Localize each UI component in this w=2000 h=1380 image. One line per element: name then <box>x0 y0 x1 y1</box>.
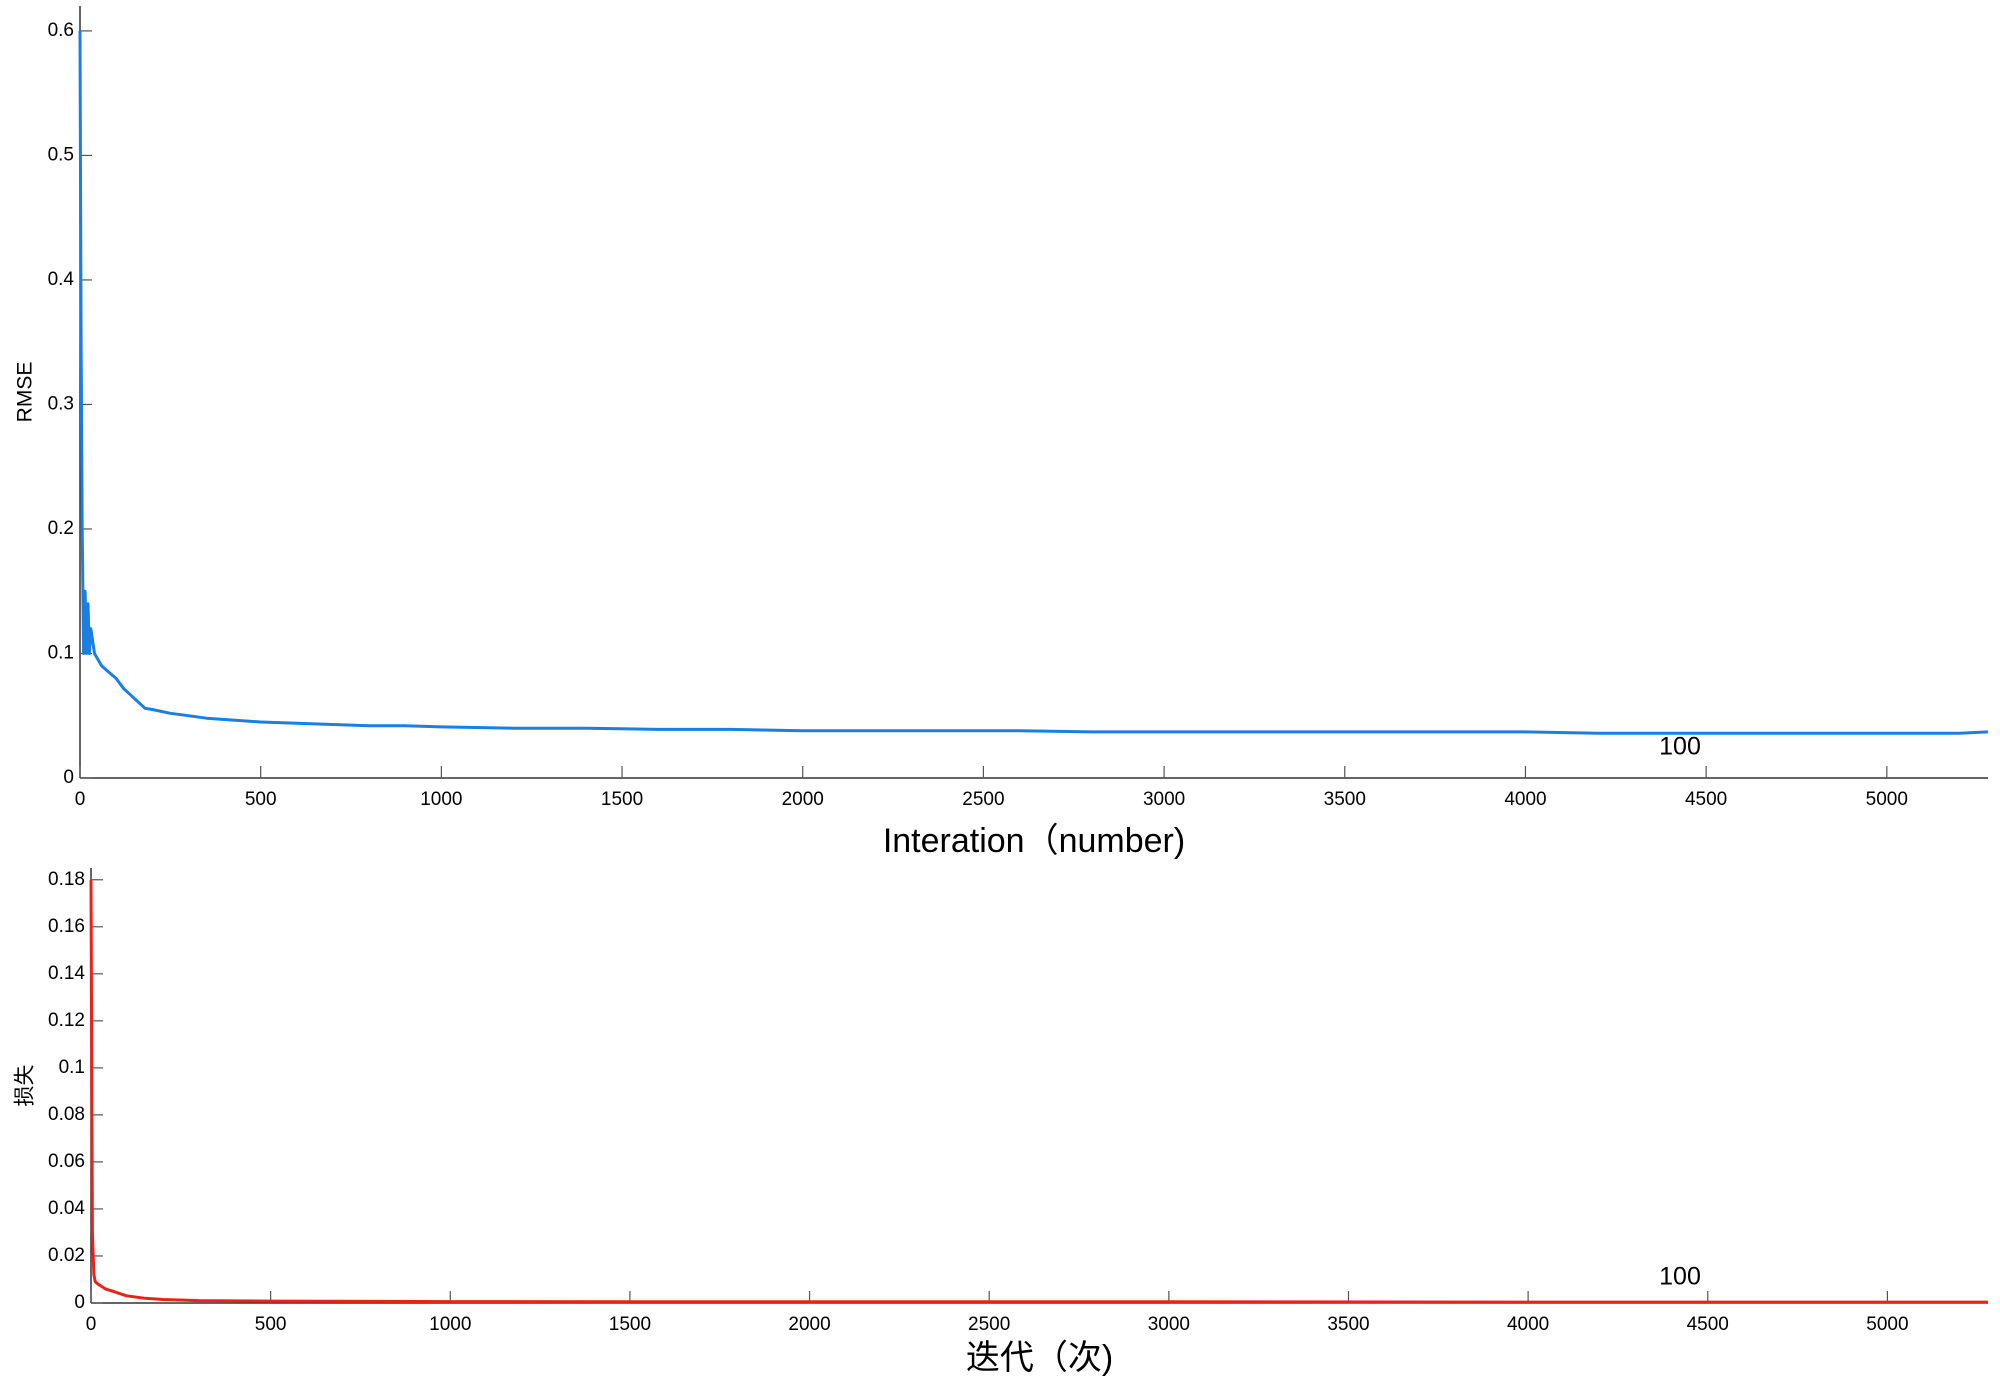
annotation: 100 <box>1659 1263 1701 1291</box>
x-tick-label: 1500 <box>601 789 643 810</box>
x-tick-label: 4000 <box>1504 789 1546 810</box>
data-line <box>89 879 1988 1304</box>
y-tick-label: 0.16 <box>48 916 85 937</box>
y-axis-title: 损失 <box>14 1065 37 1107</box>
y-tick-label: 0.5 <box>48 144 74 165</box>
y-tick-label: 0.2 <box>48 518 74 539</box>
x-tick-label: 3000 <box>1143 789 1185 810</box>
y-tick-label: 0.12 <box>48 1010 85 1031</box>
x-tick-label: 5000 <box>1866 789 1908 810</box>
x-tick-label: 500 <box>245 789 277 810</box>
y-tick-label: 0.14 <box>48 963 85 984</box>
annotation: 100 <box>1659 733 1701 761</box>
x-tick-label: 1000 <box>420 789 462 810</box>
x-tick-label: 2500 <box>962 789 1004 810</box>
y-axis-title: RMSE <box>14 362 37 423</box>
x-tick-label: 2000 <box>782 789 824 810</box>
y-tick-label: 0.4 <box>48 269 75 290</box>
x-tick-label: 0 <box>86 1314 97 1335</box>
y-tick-label: 0.18 <box>48 869 85 890</box>
y-tick-label: 0.1 <box>59 1057 85 1078</box>
x-tick-label: 2000 <box>788 1314 830 1335</box>
y-tick-label: 0.04 <box>48 1198 85 1219</box>
x-tick-label: 3000 <box>1148 1314 1190 1335</box>
x-tick-label: 500 <box>255 1314 287 1335</box>
x-axis-title: Interation（number) <box>883 822 1185 860</box>
y-tick-label: 0 <box>74 1292 85 1313</box>
x-tick-label: 3500 <box>1327 1314 1369 1335</box>
x-tick-label: 1500 <box>609 1314 651 1335</box>
y-tick-label: 0.06 <box>48 1151 85 1172</box>
x-tick-label: 2500 <box>968 1314 1010 1335</box>
x-tick-label: 0 <box>75 789 86 810</box>
y-tick-label: 0.08 <box>48 1104 85 1125</box>
x-tick-label: 5000 <box>1866 1314 1908 1335</box>
x-tick-label: 4500 <box>1685 789 1727 810</box>
y-tick-label: 0.6 <box>48 20 74 41</box>
x-axis-title: 迭代（次) <box>966 1339 1113 1377</box>
x-tick-label: 4000 <box>1507 1314 1549 1335</box>
y-tick-label: 0.1 <box>48 642 74 663</box>
data-line <box>78 30 1989 735</box>
x-tick-label: 1000 <box>429 1314 471 1335</box>
y-tick-label: 0 <box>63 767 74 788</box>
x-tick-label: 4500 <box>1687 1314 1729 1335</box>
x-tick-label: 3500 <box>1324 789 1366 810</box>
y-tick-label: 0.02 <box>48 1245 85 1266</box>
y-tick-label: 0.3 <box>48 393 74 414</box>
